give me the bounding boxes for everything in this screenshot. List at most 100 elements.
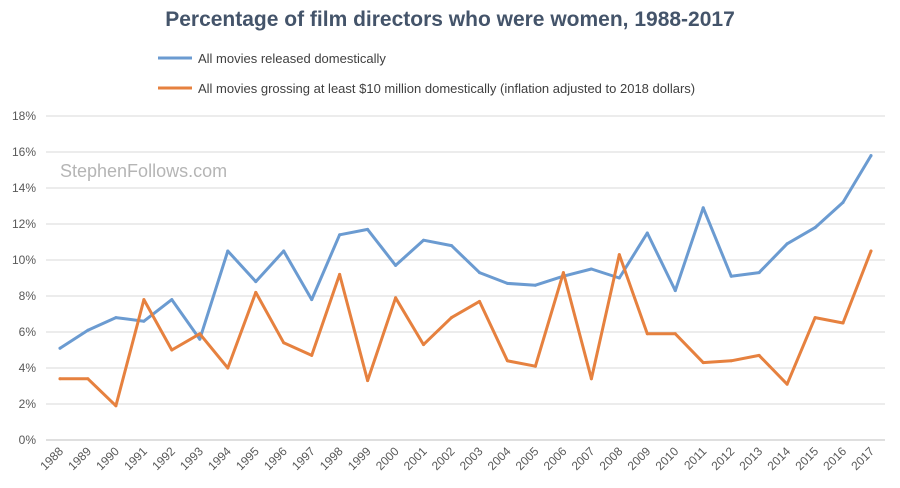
y-tick-label: 12% [12,217,36,231]
data-point-series-1 [422,238,426,242]
chart-title: Percentage of film directors who were wo… [165,8,735,31]
data-point-series-1 [505,281,509,285]
gridlines [46,115,885,441]
data-point-series-1 [198,337,202,341]
x-tick-label: 1992 [149,444,178,473]
data-point-series-2 [589,377,593,381]
x-tick-label: 2014 [764,444,793,473]
data-point-series-1 [254,280,258,284]
data-point-series-1 [226,249,230,253]
x-tick-label: 2004 [485,444,514,473]
x-tick-label: 1995 [233,444,262,473]
data-point-series-2 [226,366,230,370]
data-point-series-1 [86,328,90,332]
x-tick-label: 1988 [37,444,66,473]
x-tick-label: 1993 [177,444,206,473]
data-point-series-1 [813,226,817,230]
data-point-series-1 [142,319,146,323]
data-point-series-2 [310,353,314,357]
legend-label-series-2: All movies grossing at least $10 million… [198,81,695,96]
data-point-series-1 [338,233,342,237]
data-point-series-2 [841,321,845,325]
data-point-series-2 [58,377,62,381]
x-tick-label: 2000 [373,444,402,473]
data-point-series-2 [561,271,565,275]
data-point-series-2 [86,377,90,381]
series-line-1 [58,154,873,350]
data-point-series-1 [58,346,62,350]
y-tick-label: 14% [12,181,36,195]
data-point-series-2 [477,299,481,303]
data-point-series-1 [282,249,286,253]
data-point-series-1 [114,316,118,320]
data-point-series-2 [198,332,202,336]
x-tick-label: 2010 [653,444,682,473]
y-tick-label: 6% [19,325,37,339]
x-tick-label: 2017 [848,444,877,473]
y-tick-label: 8% [19,289,37,303]
x-tick-label: 2016 [820,444,849,473]
data-point-series-1 [450,244,454,248]
y-tick-label: 18% [12,109,36,123]
data-point-series-2 [142,298,146,302]
data-point-series-2 [282,341,286,345]
data-point-series-1 [729,274,733,278]
x-tick-label: 1996 [261,444,290,473]
data-point-series-2 [701,361,705,365]
data-point-series-1 [785,242,789,246]
data-point-series-2 [757,353,761,357]
data-point-series-1 [366,227,370,231]
y-tick-label: 16% [12,145,36,159]
data-point-series-2 [114,404,118,408]
x-tick-label: 1994 [205,444,234,473]
data-point-series-2 [869,249,873,253]
y-tick-label: 2% [19,397,37,411]
x-tick-label: 2002 [429,444,458,473]
x-tick-label: 2006 [541,444,570,473]
x-tick-label: 1990 [93,444,122,473]
data-point-series-1 [869,154,873,158]
data-point-series-2 [729,359,733,363]
series [58,154,873,408]
x-tick-label: 1989 [65,444,94,473]
data-point-series-1 [394,263,398,267]
x-tick-label: 1999 [345,444,374,473]
data-point-series-1 [310,298,314,302]
data-point-series-1 [757,271,761,275]
data-point-series-1 [533,283,537,287]
data-point-series-2 [785,382,789,386]
x-tick-label: 2012 [709,444,738,473]
y-tick-label: 4% [19,361,37,375]
x-tick-label: 1997 [289,444,318,473]
x-tick-label: 2008 [597,444,626,473]
data-point-series-2 [533,364,537,368]
data-point-series-2 [505,359,509,363]
data-point-series-1 [645,231,649,235]
y-tick-label: 0% [19,433,37,447]
watermark: StephenFollows.com [60,161,227,181]
data-point-series-1 [477,271,481,275]
y-tick-label: 10% [12,253,36,267]
x-tick-label: 1991 [121,444,150,473]
legend-label-series-1: All movies released domestically [198,51,386,66]
data-point-series-1 [701,206,705,210]
data-point-series-2 [645,332,649,336]
data-point-series-2 [813,316,817,320]
x-tick-label: 1998 [317,444,346,473]
legend: All movies released domestically All mov… [158,51,695,96]
x-tick-label: 2011 [681,444,709,472]
x-tick-label: 2003 [457,444,486,473]
data-point-series-1 [617,276,621,280]
y-axis-ticks: 0% 2% 4% 6% 8% 10% 12% 14% 16% 18% [12,109,36,447]
x-tick-label: 2001 [401,444,430,473]
x-tick-label: 2005 [513,444,542,473]
data-point-series-1 [841,200,845,204]
x-tick-label: 2009 [625,444,654,473]
x-tick-label: 2013 [736,444,765,473]
data-point-series-2 [254,290,258,294]
data-point-series-2 [617,253,621,257]
data-point-series-1 [673,289,677,293]
data-point-series-2 [394,296,398,300]
data-point-series-1 [170,298,174,302]
